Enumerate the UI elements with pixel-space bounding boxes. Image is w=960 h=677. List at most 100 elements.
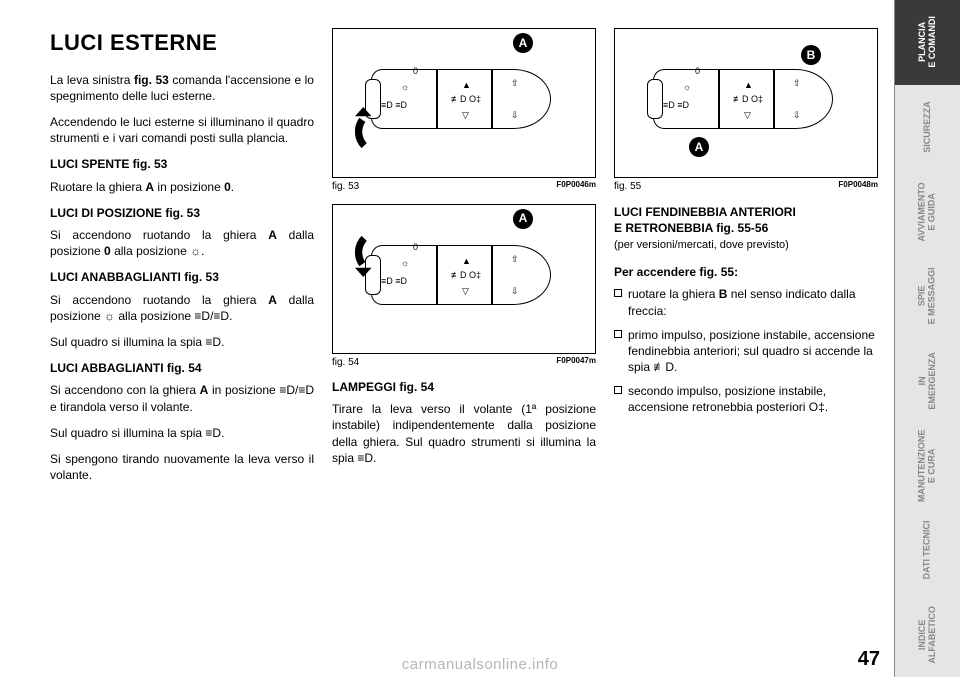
section-body: Ruotare la ghiera A in posizione 0. <box>50 179 314 195</box>
mark-sun: ☼ <box>683 81 691 93</box>
tab-indice[interactable]: INDICEALFABETICO <box>894 592 960 677</box>
stalk-diagram: 0 ☼ ≡D ≡D ≢D O‡ ▲ ▽ ⇧ ⇩ <box>653 69 853 134</box>
bullet-icon <box>614 289 622 297</box>
text: alla posizione ☼. <box>111 244 205 258</box>
section-body: Si accendono ruotando la ghiera A dalla … <box>50 227 314 259</box>
tab-plancia[interactable]: PLANCIAE COMANDI <box>894 0 960 85</box>
stalk-seg <box>718 69 720 129</box>
mark-zero: 0 <box>413 65 418 77</box>
section-sub: (per versioni/mercati, dove previsto) <box>614 238 878 252</box>
section-title: LUCI ABBAGLIANTI fig. 54 <box>50 360 314 376</box>
ref: A <box>268 293 277 307</box>
tab-spie[interactable]: SPIEE MESSAGGI <box>894 254 960 339</box>
section-title: LAMPEGGI fig. 54 <box>332 379 596 395</box>
badge-a: A <box>689 137 709 157</box>
col-right: 0 ☼ ≡D ≡D ≢D O‡ ▲ ▽ ⇧ ⇩ A B fig. 55 F0P0… <box>614 28 878 677</box>
text: INDICE <box>917 619 927 650</box>
text: Si accendono ruotando la ghiera <box>50 293 268 307</box>
tab-label: PLANCIAE COMANDI <box>918 17 938 69</box>
bullet-icon <box>614 386 622 394</box>
badge-a: A <box>513 33 533 53</box>
stalk-tip <box>647 79 663 119</box>
mark-tri-dn: ▽ <box>744 109 751 121</box>
tab-dati-tecnici[interactable]: DATI TECNICI <box>894 508 960 593</box>
section-body: Sul quadro si illumina la spia ≡D. <box>50 334 314 350</box>
text: E MESSAGGI <box>926 268 936 325</box>
ref: A <box>268 228 277 242</box>
stalk-seg <box>491 245 493 305</box>
mark-arr-up: ⇧ <box>511 77 519 89</box>
text: ruotare la ghiera <box>628 287 719 301</box>
section-title: LUCI ANABBAGLIANTI fig. 53 <box>50 269 314 285</box>
text: IN <box>917 376 927 385</box>
rotate-arrow-icon <box>355 231 401 277</box>
section-body: Si spengono tirando nuovamente la leva v… <box>50 451 314 483</box>
mark-sun: ☼ <box>401 257 409 269</box>
fig-ref: fig. 53 <box>134 73 169 87</box>
ref: 0 <box>224 180 231 194</box>
text: Ruotare la ghiera <box>50 180 145 194</box>
text: SPIE <box>917 286 927 307</box>
figure-53: 0 ☼ ≡D ≡D ≢D O‡ ▲ ▽ ⇧ ⇩ A <box>332 28 596 178</box>
section-title: Per accendere fig. 55: <box>614 264 878 280</box>
section-body: Sul quadro si illumina la spia ≡D. <box>50 425 314 441</box>
ref: A <box>145 180 154 194</box>
section-title: LUCI FENDINEBBIA ANTERIORI <box>614 204 878 220</box>
text: ALFABETICO <box>927 606 937 664</box>
bullet-text: secondo impulso, posizione instabile, ac… <box>628 383 878 415</box>
fig-code: F0P0046m <box>556 180 596 194</box>
mark-arr-dn: ⇩ <box>793 109 801 121</box>
fig-caption: fig. 54 <box>332 356 359 370</box>
text: E COMANDI <box>927 17 937 69</box>
text: Si accendono con la ghiera <box>50 383 200 397</box>
tab-sicurezza[interactable]: SICUREZZA <box>894 85 960 170</box>
ref: 0 <box>104 244 111 258</box>
tab-label: INDICEALFABETICO <box>918 606 938 664</box>
intro-1: La leva sinistra fig. 53 comanda l'accen… <box>50 72 314 104</box>
fig-caption: fig. 53 <box>332 180 359 194</box>
text: Si accendono ruotando la ghiera <box>50 228 268 242</box>
tab-label: INEMERGENZA <box>918 352 938 410</box>
tab-label: DATI TECNICI <box>923 521 933 580</box>
col-middle: 0 ☼ ≡D ≡D ≢D O‡ ▲ ▽ ⇧ ⇩ A fig. 53 F0P004… <box>332 28 596 677</box>
figure-54: 0 ☼ ≡D ≡D ≢D O‡ ▲ ▽ ⇧ ⇩ A <box>332 204 596 354</box>
page-number: 47 <box>858 648 880 671</box>
mark-tri-dn: ▽ <box>462 285 469 297</box>
tab-label: AVVIAMENTOE GUIDA <box>918 182 938 241</box>
figure-55: 0 ☼ ≡D ≡D ≢D O‡ ▲ ▽ ⇧ ⇩ A B <box>614 28 878 178</box>
tab-label: MANUTENZIONEE CURA <box>918 429 938 502</box>
section-title: LUCI DI POSIZIONE fig. 53 <box>50 205 314 221</box>
manual-page: LUCI ESTERNE La leva sinistra fig. 53 co… <box>0 0 894 677</box>
section-body: Tirare la leva verso il volante (1ª posi… <box>332 401 596 466</box>
mark-tri-up: ▲ <box>462 255 471 267</box>
bullet-text: ruotare la ghiera B nel senso indicato d… <box>628 286 878 318</box>
mark-fog: ≢D O‡ <box>451 93 481 105</box>
mark-tri-dn: ▽ <box>462 109 469 121</box>
text: La leva sinistra <box>50 73 134 87</box>
mark-fog: ≢D O‡ <box>733 93 763 105</box>
stalk-seg <box>491 69 493 129</box>
badge-b: B <box>801 45 821 65</box>
mark-arr-dn: ⇩ <box>511 109 519 121</box>
tab-manutenzione[interactable]: MANUTENZIONEE CURA <box>894 423 960 508</box>
mark-arr-dn: ⇩ <box>511 285 519 297</box>
fig-code: F0P0048m <box>838 180 878 194</box>
section-body: Si accendono con la ghiera A in posizio­… <box>50 382 314 414</box>
bullet-icon <box>614 330 622 338</box>
stalk-seg <box>773 69 775 129</box>
mark-fog: ≢D O‡ <box>451 269 481 281</box>
text: PLANCIA <box>917 22 927 62</box>
text: in posizione <box>154 180 224 194</box>
tab-label: SICUREZZA <box>923 101 933 153</box>
bullet-item: secondo impulso, posizione instabile, ac… <box>614 383 878 415</box>
stalk-seg <box>436 245 438 305</box>
stalk-seg <box>436 69 438 129</box>
mark-arr-up: ⇧ <box>793 77 801 89</box>
badge-a: A <box>513 209 533 229</box>
text: AVVIAMENTO <box>917 182 927 241</box>
bullet-item: ruotare la ghiera B nel senso indicato d… <box>614 286 878 318</box>
tab-emergenza[interactable]: INEMERGENZA <box>894 339 960 424</box>
tab-avviamento[interactable]: AVVIAMENTOE GUIDA <box>894 169 960 254</box>
content-columns: LUCI ESTERNE La leva sinistra fig. 53 co… <box>0 0 894 677</box>
col-left: LUCI ESTERNE La leva sinistra fig. 53 co… <box>50 28 314 677</box>
